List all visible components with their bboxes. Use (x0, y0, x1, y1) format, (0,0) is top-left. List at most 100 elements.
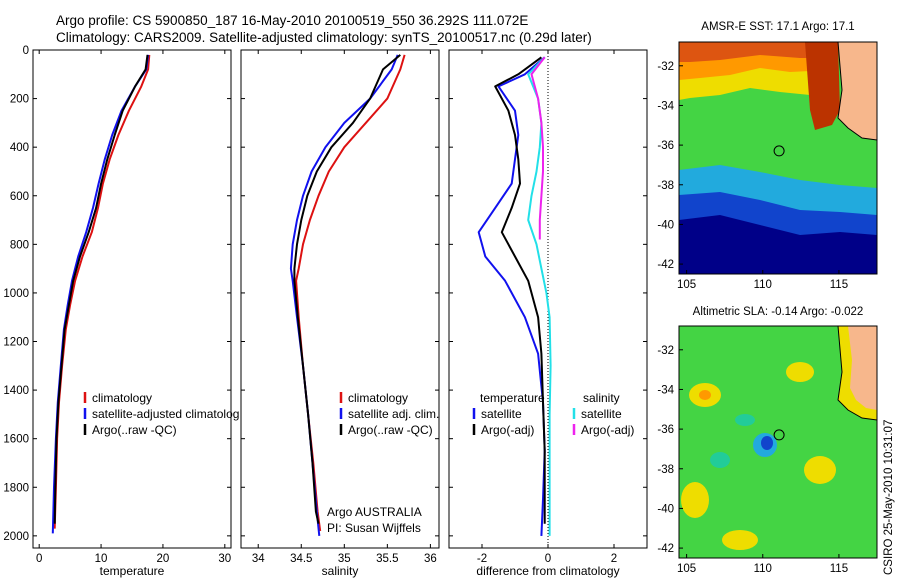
anomaly-blob (699, 390, 711, 400)
series-line (477, 56, 546, 536)
land-australia (848, 326, 877, 410)
header-line1: Argo profile: CS 5900850_187 16-May-2010… (56, 13, 528, 28)
map-y-tick-label: -40 (657, 219, 674, 231)
map-x-tick-label: 110 (754, 563, 772, 575)
coastline (837, 42, 877, 141)
map-y-tick-label: -32 (657, 345, 674, 357)
anomaly-blob (786, 362, 814, 382)
map-y-tick-label: -34 (657, 100, 674, 112)
y-tick-label: 600 (10, 191, 29, 203)
anomaly-blob (761, 436, 773, 450)
legend: climatology satellite-adjusted climatolog… (83, 391, 239, 437)
legend-label: satellite-adjusted climatolog (92, 407, 239, 421)
annotation-pi: PI: Susan Wijffels (327, 521, 421, 535)
legend-label: satellite (481, 407, 522, 421)
sst-field (679, 42, 877, 274)
y-tick-label: 1800 (3, 482, 29, 494)
map-y-tick-label: -42 (657, 259, 674, 271)
y-tick-label: 1200 (3, 337, 29, 349)
legend: temperature salinity satellite Argo(-adj) sa… (472, 391, 634, 437)
map-y-tick-label: -38 (657, 180, 674, 192)
argo-float-marker (773, 145, 785, 157)
header-line2: Climatology: CARS2009. Satellite-adjuste… (56, 30, 592, 45)
map-ticks: 105 110 115 -32 -34 -36 -38 -40 -42 (657, 345, 848, 575)
x-tick-label: 0 (545, 553, 551, 565)
map-title: Altimetric SLA: -0.14 Argo: -0.022 (693, 306, 864, 318)
series-layer (477, 56, 552, 536)
x-tick-label: 0 (36, 553, 42, 565)
x-tick-label: 2 (611, 553, 617, 565)
y-tick-label: 1600 (3, 434, 29, 446)
anomaly-blob (710, 452, 730, 468)
anomaly-blob (804, 456, 836, 484)
y-tick-label: 400 (10, 142, 29, 154)
panel-frame (240, 49, 440, 549)
coastline (837, 326, 877, 421)
footer-stamp: CSIRO 25-May-2010 10:31:07 (883, 420, 895, 575)
temperature-panel: 0 10 20 30 0 200 400 600 800 1000 1200 1400 1600 1800… (3, 45, 239, 578)
x-axis-label: salinity (322, 564, 359, 578)
series-line (289, 54, 399, 537)
legend-title: salinity (583, 391, 620, 405)
x-tick-label: 35 (338, 553, 351, 565)
sla-map: Altimetric SLA: -0.14 Argo: -0.022 105 11… (657, 306, 878, 575)
legend-title: temperature (480, 391, 545, 405)
x-tick-label: 30 (218, 553, 231, 565)
land-australia (838, 42, 877, 140)
coldest-band (679, 215, 877, 274)
sst-map: AMSR-E SST: 17.1 Argo: 17.1 105 110 115 -32… (657, 21, 878, 291)
series-line (494, 56, 546, 524)
legend: climatology satellite adj. clim. Argo(..ra… (339, 391, 439, 437)
x-tick-label: 34.5 (290, 553, 312, 565)
map-y-tick-label: -38 (657, 464, 674, 476)
series-line (51, 54, 150, 534)
annotation-argo-australia: Argo AUSTRALIA (327, 505, 422, 519)
x-tick-label: -2 (477, 553, 487, 565)
anomaly-blob (681, 482, 709, 518)
x-tick-label: 10 (95, 553, 108, 565)
map-title: AMSR-E SST: 17.1 Argo: 17.1 (701, 21, 854, 33)
hottest-band (679, 42, 838, 62)
argo-float-marker (773, 429, 785, 441)
x-tick-label: 35.5 (376, 553, 398, 565)
series-line (293, 54, 401, 524)
coastal-hot-strip (805, 42, 840, 130)
panel-frame (32, 49, 232, 549)
tick-layer: -2 0 2 (449, 49, 647, 565)
map-x-tick-label: 105 (677, 563, 696, 575)
y-tick-label: 0 (23, 45, 29, 57)
legend-label: Argo(-adj) (581, 423, 634, 437)
y-tick-label: 2000 (3, 531, 29, 543)
y-tick-label: 1000 (3, 288, 29, 300)
legend-label: climatology (348, 391, 408, 405)
series-line (53, 54, 149, 524)
series-layer (289, 54, 406, 537)
map-y-tick-label: -34 (657, 384, 674, 396)
anomaly-blob (735, 414, 755, 426)
legend-label: satellite (581, 407, 622, 421)
x-tick-label: 34 (252, 553, 265, 565)
sla-field (679, 326, 877, 558)
y-tick-label: 800 (10, 239, 29, 251)
x-tick-label: 36 (424, 553, 437, 565)
map-x-tick-label: 110 (754, 279, 772, 291)
map-x-tick-label: 115 (830, 563, 848, 575)
series-line (53, 54, 151, 529)
x-axis-label: difference from climatology (476, 564, 619, 578)
legend-label: Argo(..raw -QC) (348, 423, 433, 437)
legend-label: climatology (92, 391, 152, 405)
y-tick-label: 1400 (3, 385, 29, 397)
map-x-tick-label: 115 (830, 279, 848, 291)
tick-layer: 34 34.5 35 35.5 36 (241, 49, 439, 565)
map-frame (678, 325, 878, 559)
map-x-tick-label: 105 (677, 279, 696, 291)
map-y-tick-label: -40 (657, 503, 674, 515)
y-tick-label: 200 (10, 94, 29, 106)
map-ticks: 105 110 115 -32 -34 -36 -38 -40 -42 (657, 61, 848, 291)
anomaly-blob (722, 530, 758, 550)
map-y-tick-label: -36 (657, 424, 674, 436)
legend-label: satellite adj. clim. (348, 407, 439, 421)
map-frame (678, 41, 878, 275)
series-line (530, 56, 546, 240)
